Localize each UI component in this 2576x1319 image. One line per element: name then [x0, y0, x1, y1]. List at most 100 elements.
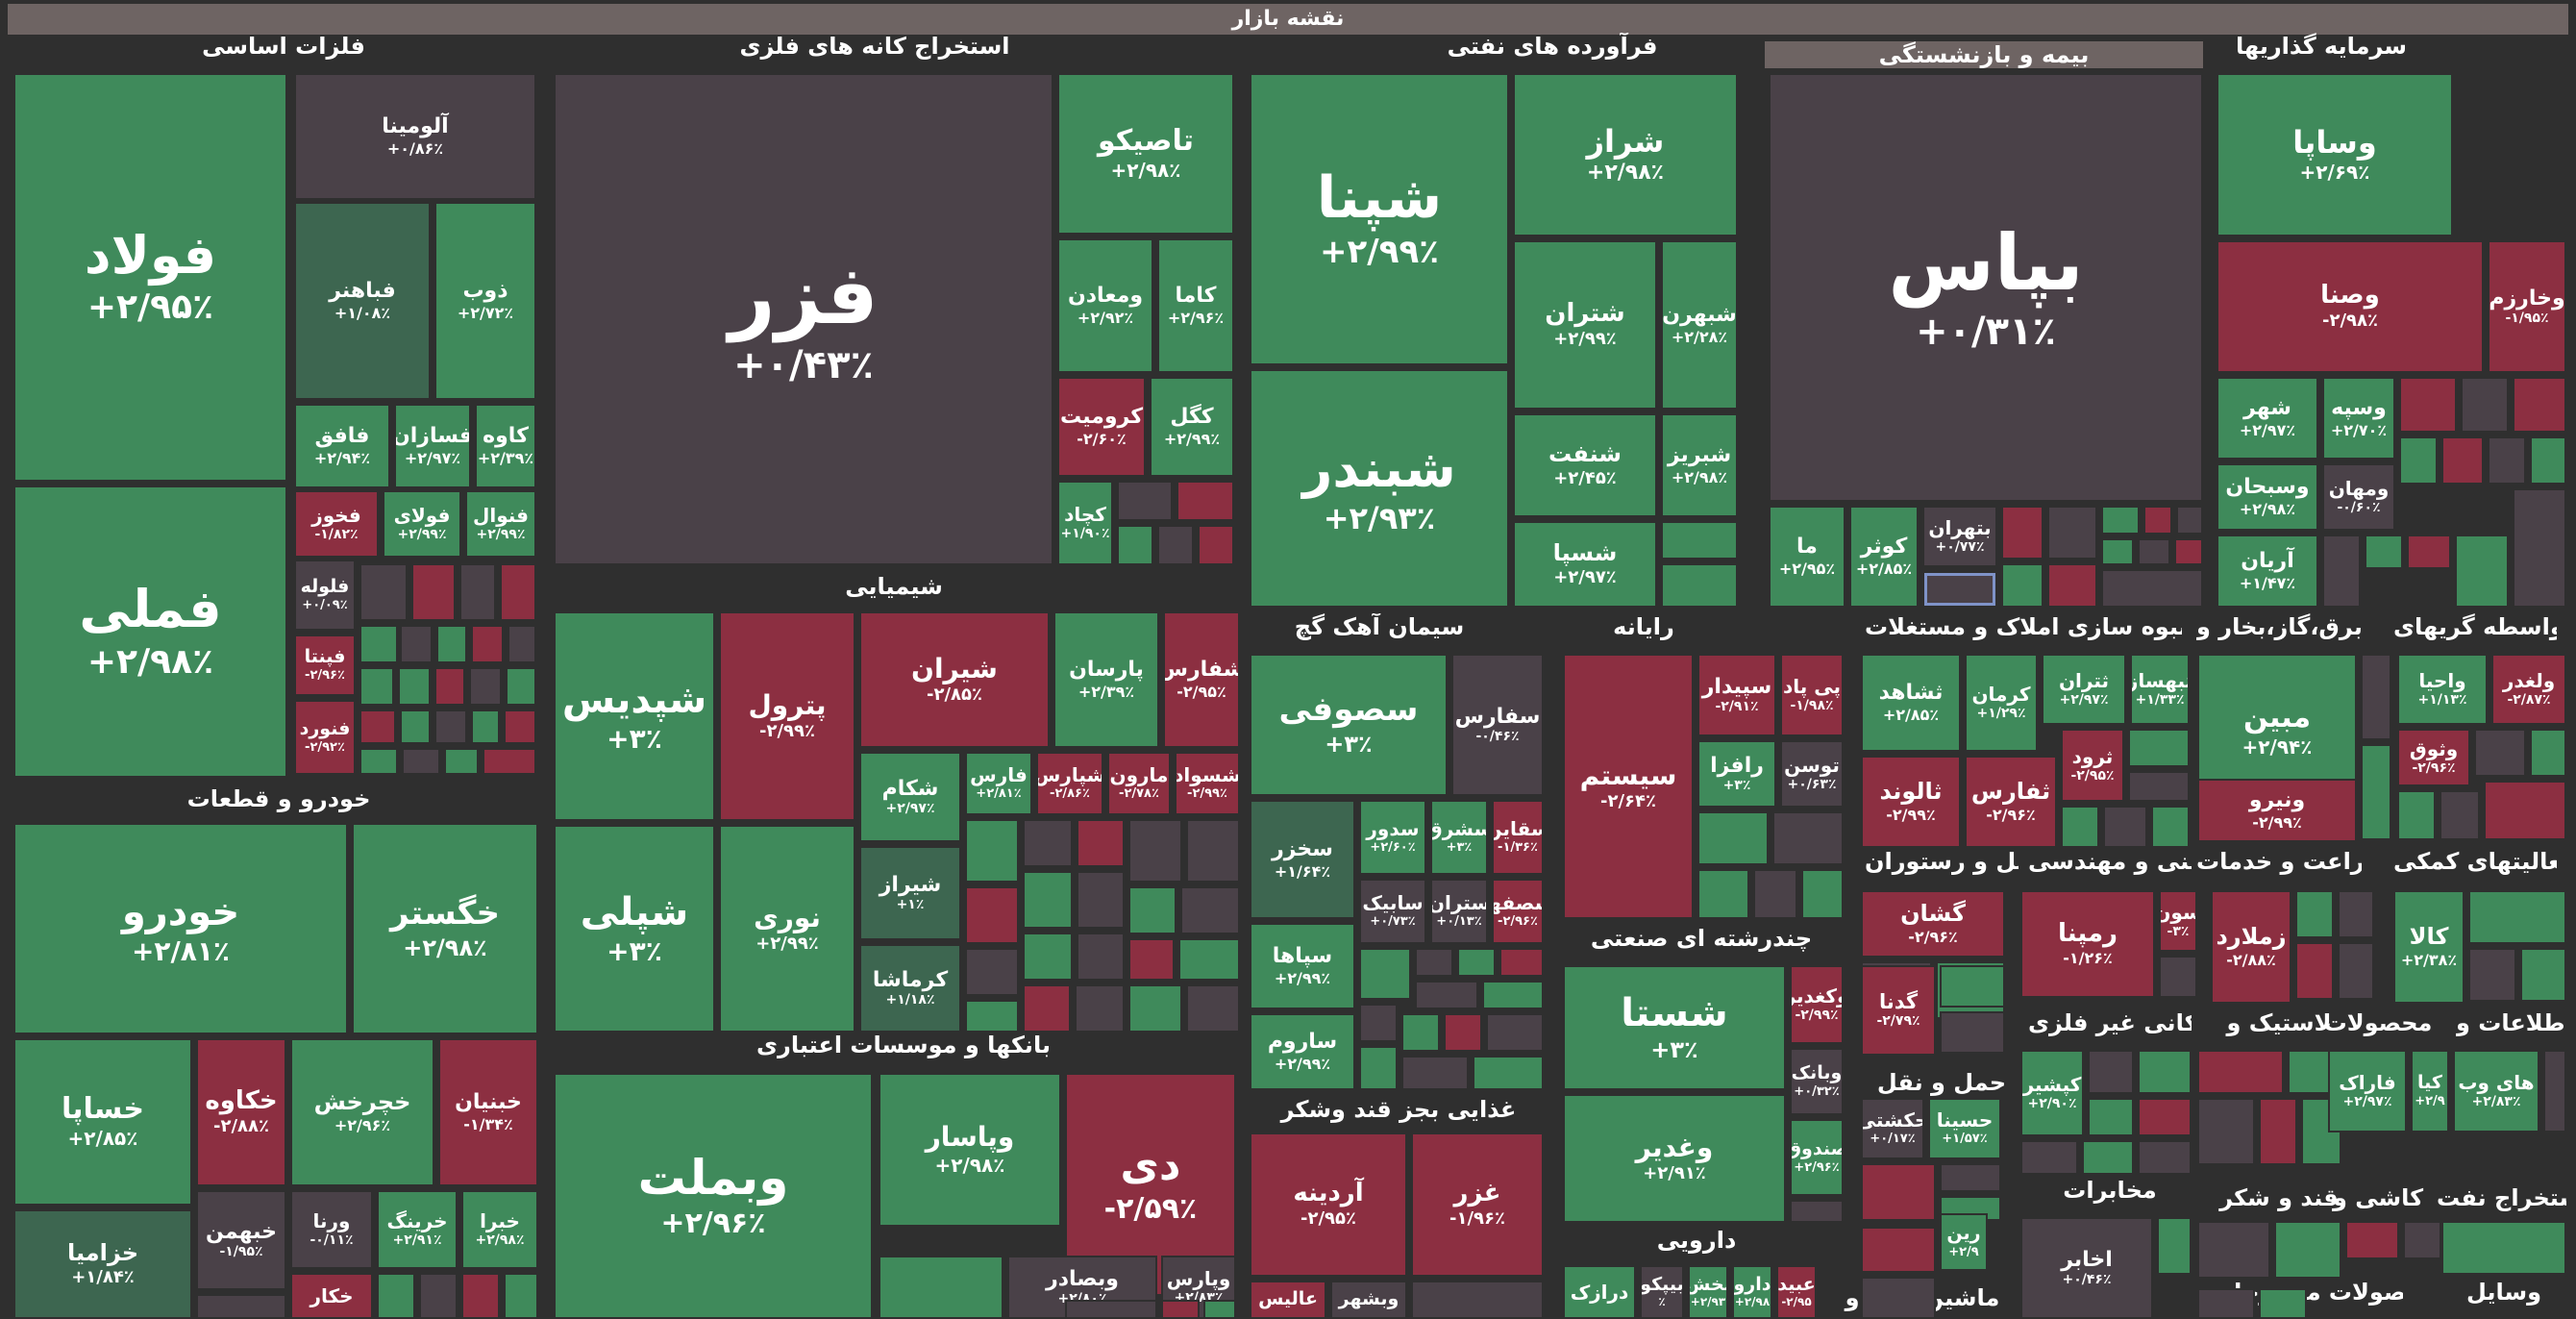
stock-tile-small[interactable]	[359, 563, 408, 621]
stock-tile-small[interactable]	[1177, 481, 1234, 521]
stock-tile[interactable]: فاراک +۲/۹۷٪	[2328, 1050, 2407, 1132]
stock-tile[interactable]: سقاین-۱/۳۶٪	[1492, 800, 1544, 875]
stock-tile[interactable]: شنفت +۲/۴۵٪	[1513, 413, 1657, 517]
stock-tile[interactable]: شتران +۲/۹۹٪	[1513, 240, 1657, 410]
stock-tile[interactable]: کچاد +۱/۹۰٪	[1057, 481, 1113, 565]
stock-tile-small[interactable]	[400, 709, 431, 744]
stock-tile-small[interactable]	[419, 1273, 458, 1319]
stock-tile-small[interactable]	[2530, 436, 2566, 485]
stock-tile-small[interactable]	[2197, 1288, 2255, 1319]
stock-tile-small[interactable]	[1499, 948, 1544, 977]
stock-tile[interactable]: شپلی +۳٪	[554, 825, 715, 1033]
stock-tile-small[interactable]	[2259, 1098, 2297, 1165]
stock-tile-small[interactable]	[1128, 886, 1177, 934]
stock-tile[interactable]: آریان +۱/۴۷٪	[2217, 535, 2318, 608]
stock-tile-small[interactable]	[1065, 1300, 1157, 1319]
stock-tile[interactable]: وکغدیر-۲/۹۹٪	[1790, 965, 1844, 1044]
stock-tile[interactable]: کالا +۲/۳۸٪	[2393, 890, 2465, 1004]
stock-tile[interactable]: فنورد -۲/۹۲٪	[294, 700, 356, 775]
stock-tile-small[interactable]	[1117, 481, 1173, 521]
stock-tile[interactable]: وسبحان +۲/۹۸٪	[2217, 463, 2318, 531]
stock-tile-small[interactable]	[2143, 506, 2172, 535]
stock-tile-small[interactable]	[2001, 506, 2043, 560]
stock-tile-small[interactable]	[2397, 790, 2436, 840]
stock-tile[interactable]: کرمان +۱/۲۹٪	[1965, 654, 2038, 752]
stock-tile-small[interactable]	[2440, 790, 2480, 840]
stock-tile[interactable]: ورنا -۰/۱۱٪	[290, 1190, 373, 1269]
stock-tile-small[interactable]	[1128, 984, 1182, 1033]
stock-tile-small[interactable]	[1801, 869, 1844, 919]
stock-tile-small[interactable]	[1753, 869, 1797, 919]
stock-tile[interactable]: ومعادن +۲/۹۲٪	[1057, 238, 1153, 373]
stock-tile[interactable]: سیستم -۲/۶۴٪	[1563, 654, 1694, 919]
stock-tile[interactable]: خبرا +۲/۹۸٪	[461, 1190, 538, 1269]
stock-tile-small[interactable]	[2468, 948, 2516, 1002]
stock-tile[interactable]: خکاوه -۲/۸۸٪	[196, 1038, 286, 1186]
stock-tile[interactable]: شپنا +۲/۹۹٪	[1250, 73, 1509, 365]
stock-tile-small[interactable]	[2338, 942, 2374, 1000]
stock-tile-small[interactable]	[1772, 811, 1844, 865]
stock-tile-small[interactable]	[2295, 942, 2334, 1000]
stock-tile-small[interactable]	[504, 709, 536, 744]
stock-tile[interactable]: شکام +۲/۹۷٪	[859, 752, 961, 842]
stock-tile-small[interactable]	[2513, 377, 2566, 433]
stock-tile[interactable]: وسپه +۲/۷۰٪	[2322, 377, 2395, 460]
stock-tile-small[interactable]	[508, 625, 536, 663]
stock-tile-small[interactable]	[2176, 506, 2203, 535]
stock-tile-small[interactable]	[2488, 436, 2526, 485]
stock-tile[interactable]: وبشهر	[1330, 1281, 1407, 1319]
stock-tile[interactable]: فباهنر +۱/۰۸٪	[294, 202, 431, 400]
stock-tile-small[interactable]	[459, 563, 496, 621]
stock-tile[interactable]: شسپا +۲/۹۷٪	[1513, 521, 1657, 608]
stock-tile[interactable]: شسواد -۲/۹۹٪	[1175, 752, 1240, 815]
stock-tile[interactable]: سپیدار -۲/۹۱٪	[1697, 654, 1776, 736]
stock-tile-small[interactable]	[1697, 811, 1769, 865]
stock-tile[interactable]: ثفارس -۲/۹۶٪	[1965, 756, 2057, 848]
stock-tile[interactable]: بپاس +۰/۳۱٪	[1769, 73, 2203, 502]
stock-tile-small[interactable]	[1940, 1163, 2001, 1192]
stock-tile[interactable]: عبید -۲/۹۵	[1776, 1265, 1817, 1319]
stock-tile-small[interactable]	[2157, 1217, 2192, 1275]
stock-tile[interactable]: عالیس	[1250, 1281, 1326, 1319]
stock-tile-small[interactable]	[400, 625, 433, 663]
stock-tile-small[interactable]	[377, 1273, 415, 1319]
stock-tile-small[interactable]	[1161, 1300, 1200, 1319]
stock-tile[interactable]: رافزا +۳٪	[1697, 740, 1776, 808]
stock-tile-small[interactable]	[461, 1273, 500, 1319]
stock-tile-small[interactable]	[1482, 981, 1544, 1009]
stock-tile-small[interactable]	[1861, 1227, 1936, 1273]
stock-tile-small[interactable]	[1359, 1046, 1398, 1090]
stock-tile[interactable]: فارس +۲/۸۱٪	[965, 752, 1032, 815]
stock-tile-small[interactable]	[2407, 535, 2451, 569]
stock-tile[interactable]: شهر +۲/۹۷٪	[2217, 377, 2318, 460]
stock-tile[interactable]: ستران +۰/۱۳٪	[1430, 879, 1488, 944]
stock-tile[interactable]: فملی +۲/۹۸٪	[13, 485, 287, 778]
stock-tile[interactable]: شپدیس +۳٪	[554, 611, 715, 821]
stock-tile[interactable]: خزامیا +۱/۸۴٪	[13, 1209, 192, 1319]
stock-tile-small[interactable]	[2441, 1221, 2566, 1275]
stock-tile-small[interactable]	[1444, 1013, 1482, 1052]
stock-tile-small[interactable]	[1697, 869, 1749, 919]
stock-tile[interactable]: بخش+۲/۹۳	[1688, 1265, 1728, 1319]
stock-tile-small[interactable]	[2543, 1050, 2566, 1132]
stock-tile[interactable]: پترول -۲/۹۹٪	[719, 611, 855, 821]
stock-tile[interactable]: های وب +۲/۸۳٪	[2453, 1050, 2539, 1132]
stock-tile[interactable]: درازک	[1563, 1265, 1636, 1319]
stock-tile-small[interactable]	[1359, 1004, 1398, 1042]
stock-tile-small[interactable]	[1790, 1200, 1844, 1223]
stock-tile[interactable]: ثالوند -۲/۹۹٪	[1861, 756, 1961, 848]
stock-tile[interactable]: سفارس -۰/۴۶٪	[1451, 654, 1544, 796]
stock-tile-small[interactable]	[2151, 806, 2190, 848]
stock-tile-small[interactable]	[1077, 933, 1125, 981]
stock-tile-small[interactable]	[2530, 729, 2566, 777]
stock-tile-small[interactable]	[965, 819, 1019, 883]
stock-tile[interactable]: وثوق -۲/۹۶٪	[2397, 729, 2470, 786]
stock-tile[interactable]: فلوله +۰/۰۹٪	[294, 560, 356, 631]
stock-tile[interactable]: ذوب +۲/۷۲٪	[434, 202, 536, 400]
stock-tile[interactable]: شفارس -۲/۹۵٪	[1163, 611, 1240, 748]
stock-tile[interactable]: وبملت +۲/۹۶٪	[554, 1073, 873, 1319]
stock-tile[interactable]: ثشاهد +۲/۸۵٪	[1861, 654, 1961, 752]
stock-tile-small[interactable]	[1128, 938, 1175, 981]
stock-tile-small[interactable]	[402, 748, 440, 775]
stock-tile-small[interactable]	[1157, 525, 1194, 565]
